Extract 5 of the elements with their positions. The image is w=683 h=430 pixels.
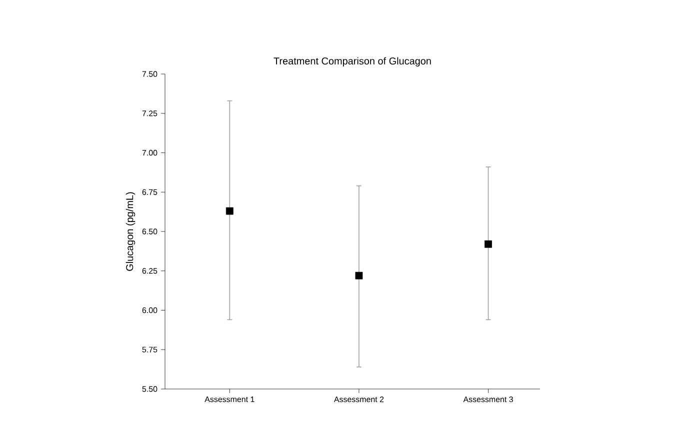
point bbox=[355, 272, 363, 280]
y-axis-title: Glucagon (pg/mL) bbox=[126, 192, 136, 271]
chart-title: Treatment Comparison of Glucagon bbox=[274, 57, 431, 66]
point bbox=[226, 207, 234, 215]
point bbox=[484, 240, 492, 248]
